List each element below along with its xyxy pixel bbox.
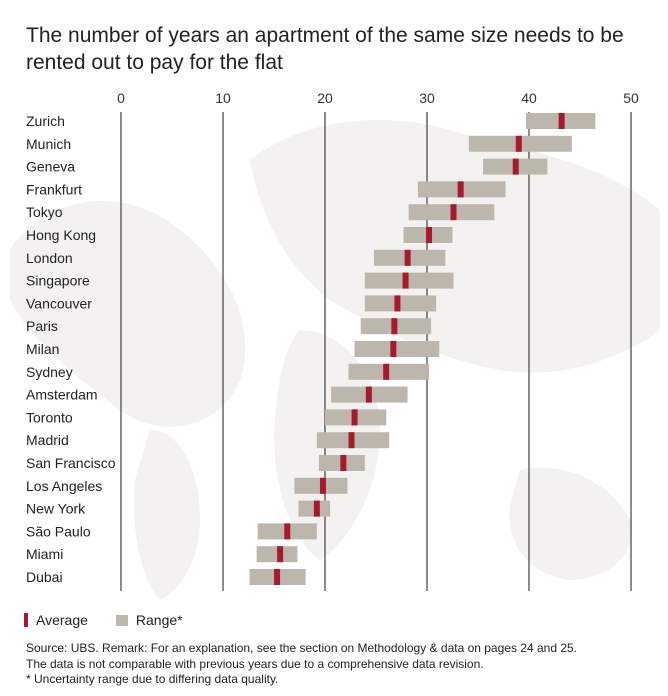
category-label-london: London [26,250,73,266]
source-note: Source: UBS. Remark: For an explanation,… [26,641,656,688]
legend-label-average: Average [36,612,88,628]
average-marker-los-angeles [319,477,326,494]
category-label-madrid: Madrid [26,432,69,448]
tick-label-30: 30 [419,90,435,106]
tick-label-20: 20 [317,90,333,106]
tick-label-40: 40 [521,90,537,106]
category-label-geneva: Geneva [26,159,75,175]
source-line-3: * Uncertainty range due to differing dat… [26,672,279,686]
legend-item-range: Range* [115,612,183,628]
average-markers [274,113,565,585]
category-label-amsterdam: Amsterdam [26,387,98,403]
average-marker-geneva [512,158,519,175]
average-marker-san-francisco [340,455,347,471]
average-marker-munich [515,135,522,152]
legend-item-average: Average [24,612,88,628]
category-label-singapore: Singapore [26,273,90,289]
category-labels: Zurich Munich Geneva Frankfurt Tokyo Hong Kon… [26,113,116,585]
tick-label-0: 0 [117,90,125,106]
legend-label-range: Range* [135,612,183,628]
category-label-sydney: Sydney [26,364,73,380]
legend-swatch-range [115,614,128,626]
average-marker-new-york [313,500,320,517]
source-line-1: Source: UBS. Remark: For an explanation,… [26,641,578,655]
average-marker-milan [390,341,397,357]
average-marker-madrid [348,432,355,449]
category-label-munich: Munich [26,136,71,152]
category-label-miami: Miami [26,546,63,562]
average-marker-toronto [351,409,358,426]
category-label-dubai: Dubai [26,569,63,585]
tick-label-50: 50 [623,90,639,106]
average-marker-hong-kong [426,227,433,243]
chart-title: The number of years an apartment of the … [26,24,624,74]
source-line-2: The data is not comparable with previous… [26,656,484,671]
average-marker-sydney [383,363,390,380]
category-label-frankfurt: Frankfurt [26,181,82,197]
average-marker-tokyo [450,204,457,221]
category-label-tokyo: Tokyo [26,204,63,220]
category-label-s-o-paulo: São Paulo [26,523,91,539]
world-map-background [10,120,660,600]
category-label-zurich: Zurich [26,113,65,129]
category-label-hong-kong: Hong Kong [26,227,96,243]
average-marker-amsterdam [365,386,372,403]
average-marker-miami [277,546,284,563]
category-label-toronto: Toronto [26,409,73,425]
range-bar-vancouver [364,295,437,312]
x-axis-tick-labels: 0 10 20 30 40 50 [117,90,639,106]
tick-label-10: 10 [215,90,231,106]
category-label-milan: Milan [26,341,59,357]
category-label-vancouver: Vancouver [26,295,92,311]
range-bar-chart: 0 10 20 30 40 50 Zurich Munich Geneva Frankfurt T… [10,90,660,600]
category-label-new-york: New York [26,501,86,517]
average-marker-zurich [558,113,565,129]
average-marker-s-o-paulo [284,523,291,540]
category-label-san-francisco: San Francisco [26,455,116,471]
average-marker-frankfurt [457,181,464,198]
category-label-paris: Paris [26,318,58,334]
average-marker-singapore [402,272,409,289]
range-bar-miami [256,546,298,563]
average-marker-dubai [274,569,281,585]
average-marker-paris [391,318,398,335]
range-bar-milan [354,341,440,357]
legend: Average Range* [24,612,211,628]
range-bar-singapore [364,272,454,289]
average-marker-london [404,249,411,266]
legend-swatch-average [24,613,28,627]
average-marker-vancouver [394,295,401,312]
category-label-los-angeles: Los Angeles [26,478,102,494]
